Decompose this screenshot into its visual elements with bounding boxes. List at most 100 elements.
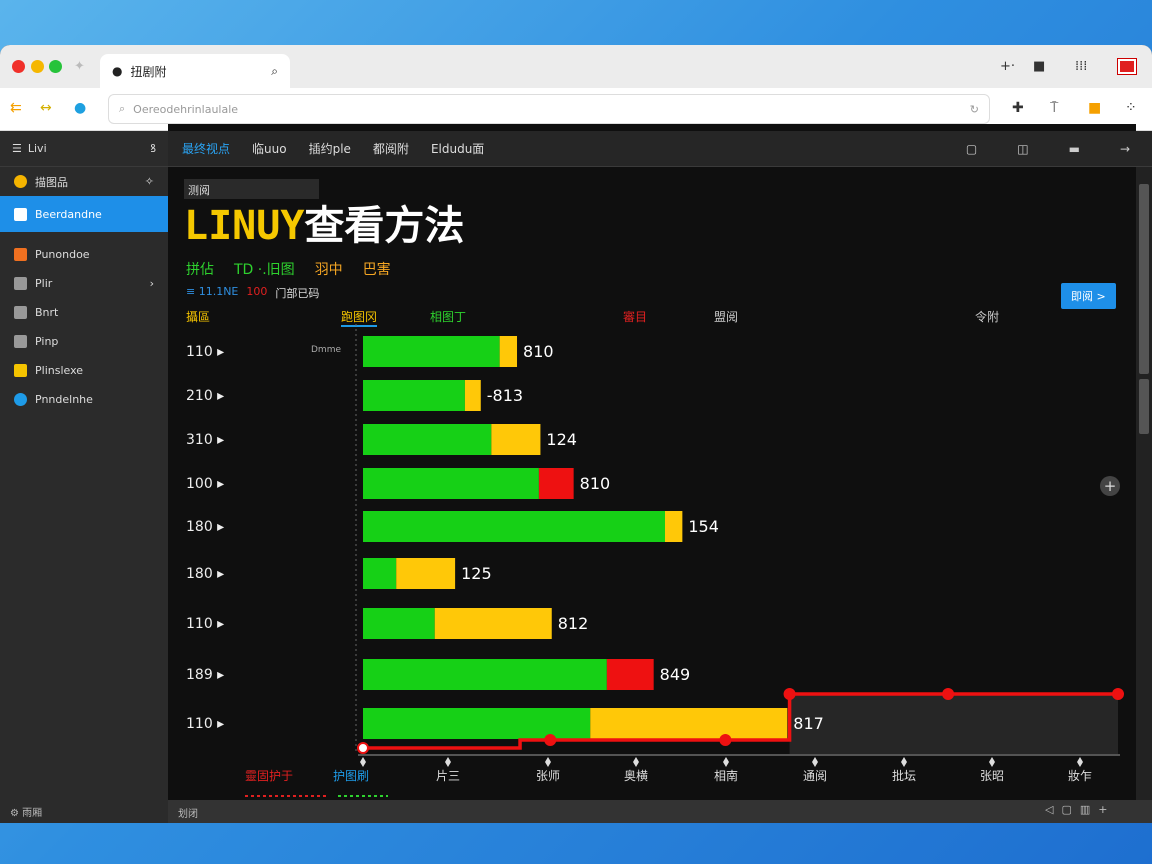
x-tick-label: 奥横 xyxy=(624,769,648,783)
video-icon[interactable]: ▬ xyxy=(1068,141,1080,156)
subline-item: ≡ 11.1NE xyxy=(186,285,239,298)
share-icon[interactable]: → xyxy=(1119,141,1130,156)
legend-item[interactable]: 靈固护于 xyxy=(245,769,293,783)
step-point[interactable] xyxy=(544,734,557,746)
search-icon[interactable]: ⌕ xyxy=(271,63,278,78)
vertical-scrollbar[interactable] xyxy=(1136,167,1152,800)
category-label: 110 ▸ xyxy=(186,344,224,360)
bar-segment[interactable] xyxy=(606,659,654,690)
wallet-icon[interactable]: ■ xyxy=(1088,100,1102,116)
category-label: 110 ▸ xyxy=(186,616,224,632)
sidebar-item[interactable]: Pnndelnhe xyxy=(0,385,168,414)
bar-segment[interactable] xyxy=(665,511,683,542)
step-point[interactable] xyxy=(1112,688,1124,700)
x-tick-label: 片三 xyxy=(436,769,460,783)
bar-segment[interactable] xyxy=(590,708,788,739)
value-label: 810 xyxy=(580,474,611,493)
extensions-icon[interactable]: ✚ xyxy=(1012,100,1024,116)
sidebar-item[interactable]: Punondoe xyxy=(0,240,168,269)
x-tick xyxy=(1077,757,1083,767)
chat-icon[interactable]: ■ xyxy=(1033,59,1046,74)
menu-icon[interactable]: ⁘ xyxy=(1125,100,1137,116)
sidebar-footer[interactable]: ⚙ 雨厢 xyxy=(10,808,43,819)
bar-segment[interactable] xyxy=(363,558,397,589)
column-header[interactable]: 攝區 xyxy=(186,310,211,324)
category-label: 100 ▸ xyxy=(186,476,224,492)
menu-item[interactable]: 都阅附 xyxy=(372,142,409,156)
status-text: 划闭 xyxy=(178,809,198,820)
sidebar-item[interactable]: Plir › xyxy=(0,269,168,298)
action-button[interactable]: 即阅 > xyxy=(1061,283,1116,309)
sidebar-item[interactable]: Plinslexe xyxy=(0,356,168,385)
sidebar-item[interactable]: Bnrt xyxy=(0,298,168,327)
sidebar-item[interactable]: 描图品 ✧ xyxy=(0,167,168,196)
translate-icon[interactable]: ⍑ xyxy=(1050,100,1059,116)
legend-item[interactable]: 护图刷 xyxy=(333,769,369,783)
column-header[interactable]: 相图丁 xyxy=(430,310,467,324)
bar-segment[interactable] xyxy=(363,380,465,411)
new-tab-icon[interactable]: +· xyxy=(1000,59,1016,74)
chevron-right-icon[interactable]: › xyxy=(149,277,154,290)
bar-segment[interactable] xyxy=(363,511,665,542)
address-placeholder: Oereodehrinlaulale xyxy=(133,102,239,116)
menu-item[interactable]: Eldudu面 xyxy=(430,142,485,156)
grid-icon[interactable]: ⁞⁞⁞ xyxy=(1075,59,1088,74)
step-point[interactable] xyxy=(783,688,796,700)
maximize-button[interactable] xyxy=(49,60,62,73)
bar-segment[interactable] xyxy=(363,424,492,455)
pin-icon[interactable]: ✧ xyxy=(144,175,154,188)
hamburger-icon[interactable]: ☰ xyxy=(12,142,22,155)
reload-icon[interactable]: ↻ xyxy=(969,102,979,116)
bar-segment[interactable] xyxy=(396,558,456,589)
bar-segment[interactable] xyxy=(363,608,435,639)
sidebar-item-icon xyxy=(14,277,27,290)
x-tick-label: 相南 xyxy=(714,768,738,783)
sidebar-item[interactable]: Beerdandne xyxy=(0,196,168,232)
refresh-icon[interactable]: ● xyxy=(74,100,87,116)
menu-item[interactable]: 插约ple xyxy=(308,142,351,156)
bar-segment[interactable] xyxy=(363,336,500,367)
column-header[interactable]: 令附 xyxy=(975,310,1000,324)
bar-segment[interactable] xyxy=(363,708,591,739)
status-icons[interactable]: ◁▢▥+ xyxy=(1045,803,1116,816)
record-icon[interactable] xyxy=(1117,58,1137,75)
menu-item[interactable]: 最终视点 xyxy=(182,142,231,156)
bar-chart: 110 ▸ 810 210 ▸ -813 310 ▸ 124 100 ▸ 810 180 ▸ 15… xyxy=(186,324,1124,797)
sidebar-item-icon xyxy=(14,175,27,188)
bar-segment[interactable] xyxy=(363,659,607,690)
column-header[interactable]: 跑图冈 xyxy=(341,308,378,327)
window-icon[interactable]: ▢ xyxy=(965,141,978,156)
sidebar-item[interactable]: Pinp xyxy=(0,327,168,356)
step-point[interactable] xyxy=(942,688,955,700)
add-icon[interactable]: + xyxy=(1100,476,1120,496)
address-bar-row: ⇇ ↔ ● ⌕ Oereodehrinlaulale ↻ ✚ ⍑ ■ ⁘ xyxy=(0,88,1152,131)
bar-segment[interactable] xyxy=(363,468,539,499)
column-header[interactable]: 審目 xyxy=(623,310,648,324)
bar-segment[interactable] xyxy=(499,336,518,367)
bar-segment[interactable] xyxy=(464,380,481,411)
x-tick-label: 通阅 xyxy=(803,769,827,783)
scrollbar-thumb-secondary[interactable] xyxy=(1139,379,1149,434)
menu-item[interactable]: 临uuo xyxy=(252,142,287,156)
bar-segment[interactable] xyxy=(434,608,552,639)
value-label: 154 xyxy=(688,517,719,536)
forward-icon[interactable]: ↔ xyxy=(40,100,52,116)
sidebar-item-label: 描图品 xyxy=(35,175,68,189)
scrollbar-thumb[interactable] xyxy=(1139,184,1149,374)
settings-icon[interactable]: ꝸ xyxy=(150,142,156,155)
close-button[interactable] xyxy=(12,60,25,73)
address-input[interactable]: ⌕ Oereodehrinlaulale ↻ xyxy=(108,94,990,124)
bar-segment[interactable] xyxy=(491,424,541,455)
tag: 巴害 xyxy=(362,262,391,278)
step-point[interactable] xyxy=(719,734,732,746)
back-icon[interactable]: ⇇ xyxy=(10,100,22,116)
column-header[interactable]: 盟阅 xyxy=(714,310,739,324)
sidebar-item-icon xyxy=(14,306,27,319)
step-point[interactable] xyxy=(357,742,369,754)
sidebar-item-label: Pnndelnhe xyxy=(35,393,93,406)
browser-tab[interactable]: ● 扭剧附 ⌕ xyxy=(100,54,290,88)
bar-segment[interactable] xyxy=(538,468,574,499)
split-icon[interactable]: ◫ xyxy=(1017,141,1029,156)
sidebar-item-label: Bnrt xyxy=(35,306,59,319)
minimize-button[interactable] xyxy=(31,60,44,73)
